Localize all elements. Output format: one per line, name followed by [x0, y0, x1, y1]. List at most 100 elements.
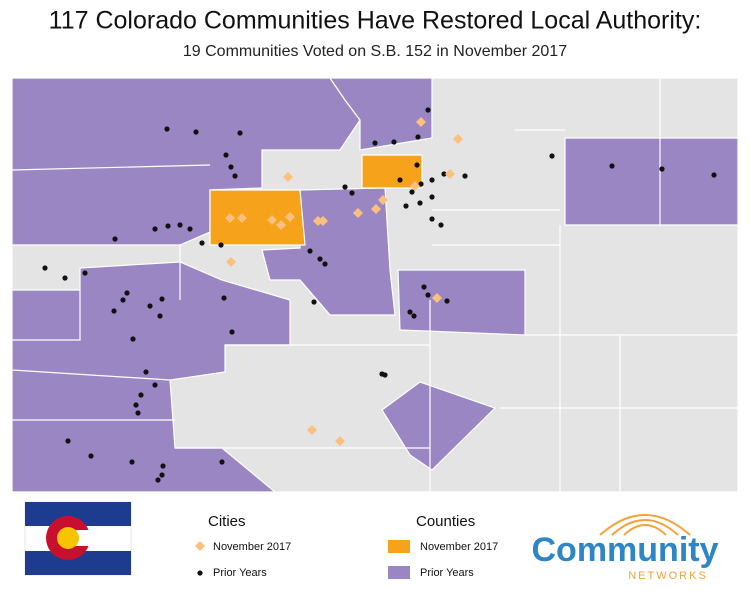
county-border: [11, 78, 738, 492]
legend-title: Cities: [208, 513, 246, 530]
county-region: [261, 187, 396, 316]
city-dot: [711, 172, 717, 178]
city-dot: [659, 166, 665, 172]
legend-label: November 2017: [213, 541, 291, 553]
city-dot: [317, 256, 323, 262]
title: 117 Colorado Communities Have Restored L…: [49, 7, 702, 35]
city-dot: [462, 173, 468, 179]
city-dot: [307, 248, 313, 254]
city-diamond: [371, 204, 381, 214]
city-dot: [549, 153, 555, 159]
city-dot: [229, 329, 235, 335]
city-dot: [111, 308, 117, 314]
city-dot: [414, 162, 420, 168]
city-dot: [42, 265, 48, 271]
city-dot: [429, 177, 435, 183]
legend-diamond: [195, 541, 205, 551]
city-dot: [438, 222, 444, 228]
city-diamond: [335, 436, 345, 446]
logo-arcs: [599, 514, 691, 536]
city-dot: [429, 216, 435, 222]
city-dot: [418, 181, 424, 187]
legend-label: Prior Years: [213, 567, 267, 579]
legend-dot: [197, 570, 203, 576]
city-dot: [221, 295, 227, 301]
city-dot: [425, 292, 431, 298]
city-dot: [164, 126, 170, 132]
city-dot: [372, 140, 378, 146]
city-dot: [441, 171, 447, 177]
city-diamond: [416, 117, 426, 127]
city-dot: [415, 134, 421, 140]
city-dot: [382, 372, 388, 378]
city-diamond: [353, 208, 363, 218]
city-dot: [147, 303, 153, 309]
city-dot: [135, 410, 141, 416]
city-dot: [159, 472, 165, 478]
city-dot: [159, 296, 165, 302]
city-dot: [409, 189, 415, 195]
city-diamond: [318, 216, 328, 226]
city-dot: [417, 200, 423, 206]
city-diamond: [283, 172, 293, 182]
city-dot: [421, 284, 427, 290]
county-region: [564, 137, 739, 226]
city-diamond: [285, 212, 295, 222]
city-dot: [155, 477, 161, 483]
city-dot: [157, 313, 163, 319]
logo: Community NETWORKS: [532, 514, 719, 582]
legend-swatch: [388, 540, 410, 553]
city-diamond: [226, 257, 236, 267]
city-dot: [152, 226, 158, 232]
city-dot: [429, 194, 435, 200]
city-diamond: [432, 293, 442, 303]
city-diamond: [225, 213, 235, 223]
county-region: [397, 269, 526, 336]
city-markers: [42, 107, 717, 483]
city-dot: [219, 459, 225, 465]
city-dot: [160, 463, 166, 469]
city-dot: [411, 313, 417, 319]
city-dot: [130, 336, 136, 342]
city-dot: [187, 226, 193, 232]
legend-label: November 2017: [420, 541, 498, 553]
city-diamond: [307, 425, 317, 435]
city-dot: [311, 299, 317, 305]
county-nov-2017: [361, 154, 423, 189]
city-dot: [65, 438, 71, 444]
city-dot: [124, 290, 130, 296]
city-diamond: [276, 220, 286, 230]
city-dot: [152, 382, 158, 388]
city-dot: [165, 223, 171, 229]
city-diamond: [237, 213, 247, 223]
subtitle: 19 Communities Voted on S.B. 152 in Nove…: [183, 43, 567, 60]
city-dot: [62, 275, 68, 281]
city-dot: [218, 242, 224, 248]
city-dot: [444, 298, 450, 304]
city-dot: [403, 203, 409, 209]
logo-name: Community: [532, 531, 719, 569]
legend-label: Prior Years: [420, 567, 474, 579]
city-dot: [88, 453, 94, 459]
city-dot: [232, 173, 238, 179]
map: [11, 77, 739, 493]
city-dot: [120, 297, 126, 303]
colorado-flag: [24, 501, 132, 576]
city-diamond: [410, 181, 420, 191]
county-region: [328, 77, 433, 151]
legend-title: Counties: [416, 513, 475, 530]
logo-tagline: NETWORKS: [628, 570, 708, 582]
city-diamond: [378, 195, 388, 205]
city-diamond: [267, 215, 277, 225]
city-dot: [349, 190, 355, 196]
city-dot: [425, 107, 431, 113]
flag-disc: [57, 527, 79, 549]
city-dot: [193, 129, 199, 135]
city-diamond: [453, 134, 463, 144]
legend-swatch: [388, 566, 410, 579]
city-dot: [322, 261, 328, 267]
city-dot: [129, 459, 135, 465]
city-dot: [609, 163, 615, 169]
city-dot: [133, 402, 139, 408]
